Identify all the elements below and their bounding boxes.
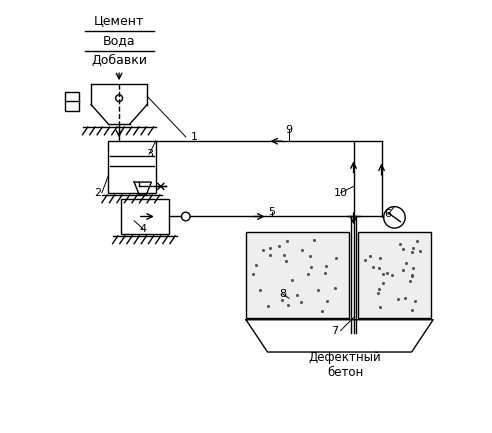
Text: Добавки: Добавки <box>91 54 147 67</box>
Text: Дефектный
бетон: Дефектный бетон <box>308 351 381 379</box>
Text: 6: 6 <box>384 209 392 220</box>
Text: 10: 10 <box>334 188 348 198</box>
Text: Цемент: Цемент <box>94 14 144 27</box>
Text: 5: 5 <box>268 207 276 217</box>
Text: 2: 2 <box>94 188 101 198</box>
Bar <box>358 232 431 317</box>
Bar <box>65 92 79 111</box>
Text: 4: 4 <box>139 223 146 233</box>
Bar <box>108 141 155 193</box>
Bar <box>121 199 169 234</box>
Bar <box>246 232 349 317</box>
Text: 1: 1 <box>191 132 198 142</box>
Text: 3: 3 <box>146 149 153 159</box>
Text: Вода: Вода <box>103 35 135 48</box>
Circle shape <box>384 207 405 228</box>
Text: 8: 8 <box>279 289 286 299</box>
Text: 9: 9 <box>285 126 293 136</box>
Text: 7: 7 <box>331 326 338 336</box>
Circle shape <box>182 212 190 221</box>
